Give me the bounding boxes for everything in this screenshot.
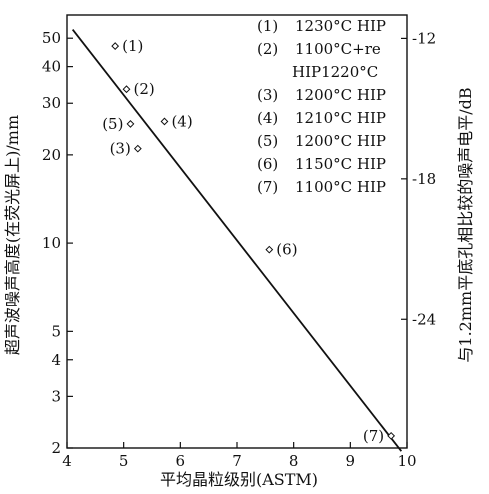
legend: (1) 1230°C HIP (2) 1100°C+re HIP1220°C (3) 120… xyxy=(257,17,386,196)
x-axis-title: 平均晶粒级别(ASTM) xyxy=(160,470,318,489)
legend-code: (2) xyxy=(257,40,278,58)
legend-label: 1210°C HIP xyxy=(295,109,386,127)
data-point-label: (2) xyxy=(134,80,155,98)
data-point-marker xyxy=(160,117,169,126)
fit-line xyxy=(71,29,403,452)
y2-tick-label: -18 xyxy=(412,170,436,188)
data-point-label: (6) xyxy=(276,241,297,259)
legend-label: 1150°C HIP xyxy=(295,155,386,173)
data-point-marker xyxy=(387,431,396,440)
x-tick-label: 4 xyxy=(62,452,72,470)
y-tick-label: 20 xyxy=(42,146,61,164)
data-point-marker xyxy=(111,42,120,50)
legend-code: (7) xyxy=(257,178,278,196)
y2-tick-label: -12 xyxy=(412,29,436,47)
x-tick-label: 9 xyxy=(346,452,356,470)
legend-label: 1200°C HIP xyxy=(295,132,386,150)
y-tick-label: 2 xyxy=(51,439,61,457)
data-point-label: (5) xyxy=(102,115,123,133)
legend-label: 1100°C+re xyxy=(295,40,381,58)
y-tick-label: 30 xyxy=(42,94,61,112)
y-axis-title: 超声波噪声高度(在荧光屏上)/mm xyxy=(3,115,22,355)
y2-axis-title: 与1.2mm平底孔相比较的噪声电平/dB xyxy=(456,87,475,362)
y2-axis-ticks: -12 -18 -24 xyxy=(401,29,436,328)
data-point-label: (4) xyxy=(171,112,192,130)
legend-code: (1) xyxy=(257,17,278,35)
data-point-marker xyxy=(133,144,142,153)
y-tick-label: 40 xyxy=(42,58,61,76)
data-point-label: (3) xyxy=(110,140,131,158)
legend-code: (6) xyxy=(257,155,278,173)
legend-label: 1100°C HIP xyxy=(295,178,386,196)
data-point-marker xyxy=(122,85,131,94)
data-point-label: (7) xyxy=(363,427,384,445)
y-tick-label: 3 xyxy=(51,387,61,405)
data-point-label: (1) xyxy=(122,37,143,55)
legend-label: 1230°C HIP xyxy=(295,17,386,35)
x-tick-label: 6 xyxy=(176,452,186,470)
y-axis-ticks: 2 3 4 5 10 20 30 40 50 xyxy=(42,29,73,457)
x-tick-label: 7 xyxy=(232,452,242,470)
legend-label: 1200°C HIP xyxy=(295,86,386,104)
data-points: (1) (2) (4) (5) (3) (6) (7) xyxy=(102,37,396,445)
legend-code: (3) xyxy=(257,86,278,104)
legend-code: (4) xyxy=(257,109,278,127)
x-tick-label: 10 xyxy=(397,452,416,470)
fit-line-layer xyxy=(71,29,403,452)
data-point-marker xyxy=(265,245,274,254)
x-tick-label: 8 xyxy=(289,452,299,470)
legend-label: HIP1220°C xyxy=(292,63,378,81)
legend-code: (5) xyxy=(257,132,278,150)
y-tick-label: 5 xyxy=(51,322,61,340)
y-tick-label: 4 xyxy=(51,351,61,369)
y-tick-label: 50 xyxy=(42,29,61,47)
y2-tick-label: -24 xyxy=(412,310,436,328)
y-tick-label: 10 xyxy=(42,234,61,252)
x-axis-ticks: 4 5 6 7 8 9 10 xyxy=(62,442,417,470)
x-tick-label: 5 xyxy=(119,452,129,470)
data-point-marker xyxy=(126,120,135,128)
